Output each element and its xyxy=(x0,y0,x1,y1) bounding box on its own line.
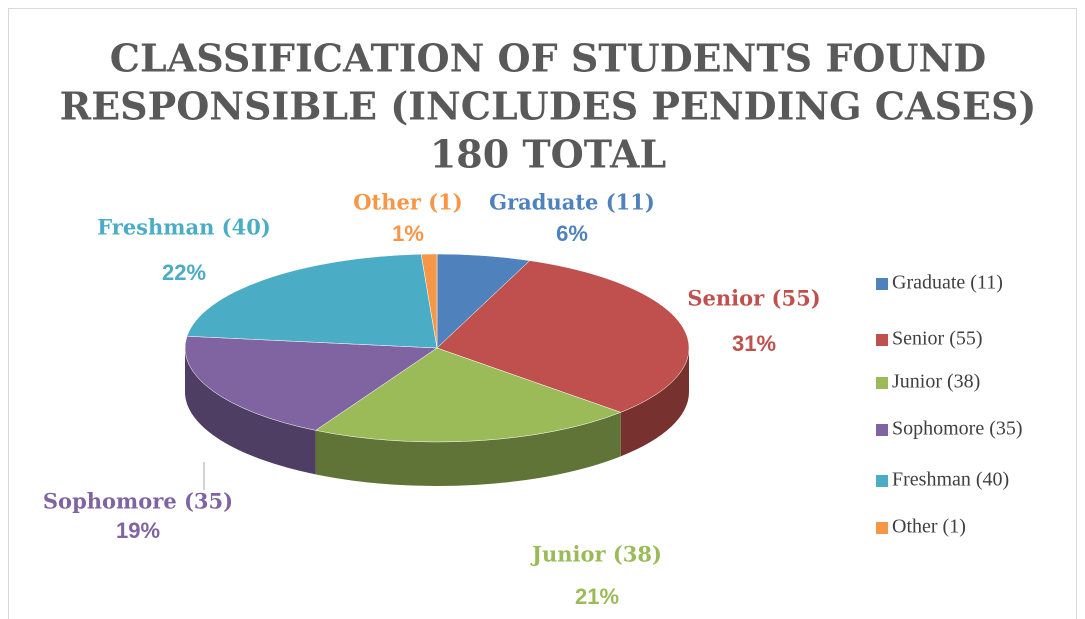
data-label-value: 19% xyxy=(116,518,160,543)
legend-swatch xyxy=(876,522,888,534)
legend-label: Other (1) xyxy=(892,516,966,538)
data-label-name: Freshman (40) xyxy=(97,215,271,240)
chart-title: 180 TOTAL xyxy=(430,132,666,177)
pie-slice xyxy=(420,253,438,349)
legend-label: Sophomore (35) xyxy=(892,418,1023,440)
legend-swatch xyxy=(876,278,888,290)
data-label-name: Sophomore (35) xyxy=(43,489,233,514)
legend-label: Graduate (11) xyxy=(892,272,1003,294)
data-label-value: 6% xyxy=(556,221,588,246)
data-label-name: Senior (55) xyxy=(687,286,820,311)
pie-slice xyxy=(314,347,622,443)
pie-slice xyxy=(436,260,690,413)
data-label-name: Other (1) xyxy=(353,190,462,215)
chart-title: CLASSIFICATION OF STUDENTS FOUND xyxy=(110,36,986,81)
legend-label: Junior (38) xyxy=(892,371,980,393)
data-label-value: 21% xyxy=(575,584,619,609)
pie-side xyxy=(620,348,689,457)
data-label-value: 22% xyxy=(162,260,206,285)
data-label-value: 31% xyxy=(732,331,776,356)
legend-label: Freshman (40) xyxy=(892,469,1009,491)
data-label-value: 1% xyxy=(392,221,424,246)
data-label-name: Junior (38) xyxy=(530,542,662,567)
legend-swatch xyxy=(876,377,888,389)
legend-swatch xyxy=(876,424,888,436)
pie-side xyxy=(315,412,621,487)
legend-swatch xyxy=(876,475,888,487)
pie-slice xyxy=(186,253,438,349)
data-label-name: Graduate (11) xyxy=(489,190,655,215)
pie-slice xyxy=(184,335,438,431)
chart-title: RESPONSIBLE (INCLUDES PENDING CASES) xyxy=(60,84,1037,129)
legend-swatch xyxy=(876,334,888,346)
legend-label: Senior (55) xyxy=(892,328,983,350)
